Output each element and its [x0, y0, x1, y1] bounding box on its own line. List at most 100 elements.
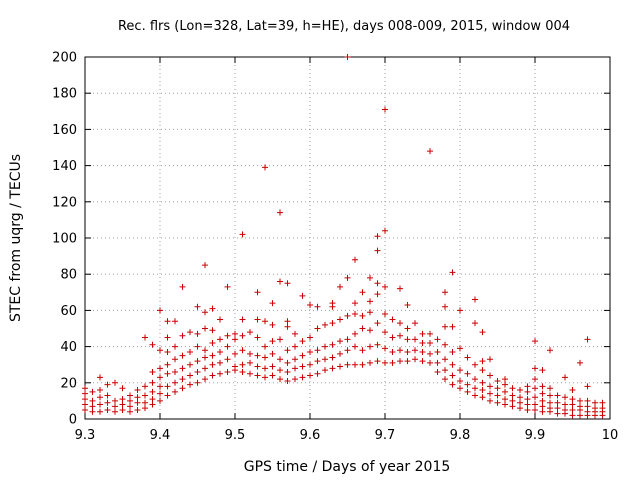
data-point: [172, 368, 178, 375]
data-point: [254, 352, 261, 359]
data-point: [232, 350, 238, 357]
data-point: [344, 312, 351, 319]
data-point: [404, 358, 411, 365]
data-point: [419, 339, 426, 346]
data-point: [202, 325, 208, 332]
data-point: [142, 405, 148, 412]
data-point: [239, 231, 246, 238]
data-point: [502, 376, 508, 383]
data-point: [284, 359, 291, 366]
y-tick-label: 180: [52, 87, 77, 102]
x-tick-label: 9.9: [525, 428, 546, 443]
data-point: [209, 372, 216, 379]
data-point: [472, 320, 478, 327]
data-point: [217, 359, 223, 366]
data-point: [547, 392, 553, 399]
data-point: [164, 349, 171, 356]
data-point: [112, 403, 118, 410]
x-tick-label: 9.5: [225, 428, 246, 443]
data-point: [172, 356, 178, 363]
data-point: [337, 283, 343, 290]
data-point: [554, 410, 561, 417]
data-point: [599, 405, 606, 412]
data-point: [397, 320, 403, 327]
data-point: [269, 363, 276, 370]
data-point: [404, 349, 411, 356]
data-point: [314, 347, 321, 354]
data-point: [532, 385, 538, 392]
data-point: [307, 361, 313, 368]
data-point: [352, 256, 358, 263]
data-point: [382, 227, 388, 234]
data-point: [157, 390, 163, 397]
data-point: [502, 381, 508, 388]
data-point: [419, 358, 426, 365]
data-point: [584, 403, 591, 410]
y-axis: 0 20 40 60 80 100 120 140 160 180 200: [52, 51, 610, 428]
data-point: [577, 397, 583, 404]
data-point: [194, 379, 201, 386]
data-point: [539, 390, 546, 397]
data-point: [494, 392, 501, 399]
data-point: [449, 349, 456, 356]
data-point: [382, 329, 388, 336]
data-point: [389, 359, 396, 366]
x-tick-label: 9.8: [450, 428, 471, 443]
data-point: [149, 401, 156, 408]
data-point: [262, 343, 268, 350]
data-point: [337, 363, 343, 370]
x-tick-label: 9.7: [375, 428, 396, 443]
data-point: [532, 338, 538, 345]
data-point: [164, 392, 171, 399]
x-axis: 9.3 9.4 9.5 9.6 9.7 9.8 9.9 10: [75, 57, 618, 443]
data-point: [457, 367, 463, 374]
data-point: [194, 368, 201, 375]
data-point: [262, 318, 268, 325]
data-point: [239, 368, 246, 375]
data-point: [119, 406, 126, 413]
data-point: [547, 385, 553, 392]
data-point: [584, 336, 591, 343]
data-point: [479, 358, 486, 365]
data-point: [569, 396, 576, 403]
data-point: [239, 347, 246, 354]
data-point: [329, 354, 336, 361]
data-point: [254, 289, 261, 296]
data-point: [164, 318, 171, 325]
data-point: [254, 372, 261, 379]
data-point: [419, 330, 426, 337]
data-point: [322, 343, 328, 350]
data-point: [104, 381, 111, 388]
y-tick-label: 120: [52, 195, 77, 210]
data-point: [442, 289, 448, 296]
data-point: [187, 329, 193, 336]
data-point: [382, 359, 388, 366]
data-point: [209, 361, 216, 368]
data-point: [269, 350, 276, 357]
data-points: [82, 54, 606, 419]
data-point: [487, 383, 493, 390]
chart-title: Rec. flrs (Lon=328, Lat=39, h=HE), days …: [118, 19, 570, 34]
data-point: [119, 396, 126, 403]
data-point: [502, 396, 508, 403]
data-point: [89, 403, 96, 410]
data-point: [247, 350, 253, 357]
data-point: [89, 388, 96, 395]
data-point: [547, 399, 553, 406]
data-point: [209, 305, 216, 312]
data-point: [284, 323, 291, 330]
data-point: [82, 396, 88, 403]
data-point: [352, 311, 358, 318]
data-point: [89, 397, 96, 404]
data-point: [224, 283, 231, 290]
data-point: [562, 406, 568, 413]
data-point: [134, 394, 141, 401]
data-point: [472, 392, 478, 399]
data-point: [112, 379, 118, 386]
data-point: [284, 347, 291, 354]
data-point: [449, 361, 456, 368]
data-point: [389, 316, 396, 323]
data-point: [524, 406, 531, 413]
data-point: [487, 397, 493, 404]
data-point: [104, 392, 111, 399]
